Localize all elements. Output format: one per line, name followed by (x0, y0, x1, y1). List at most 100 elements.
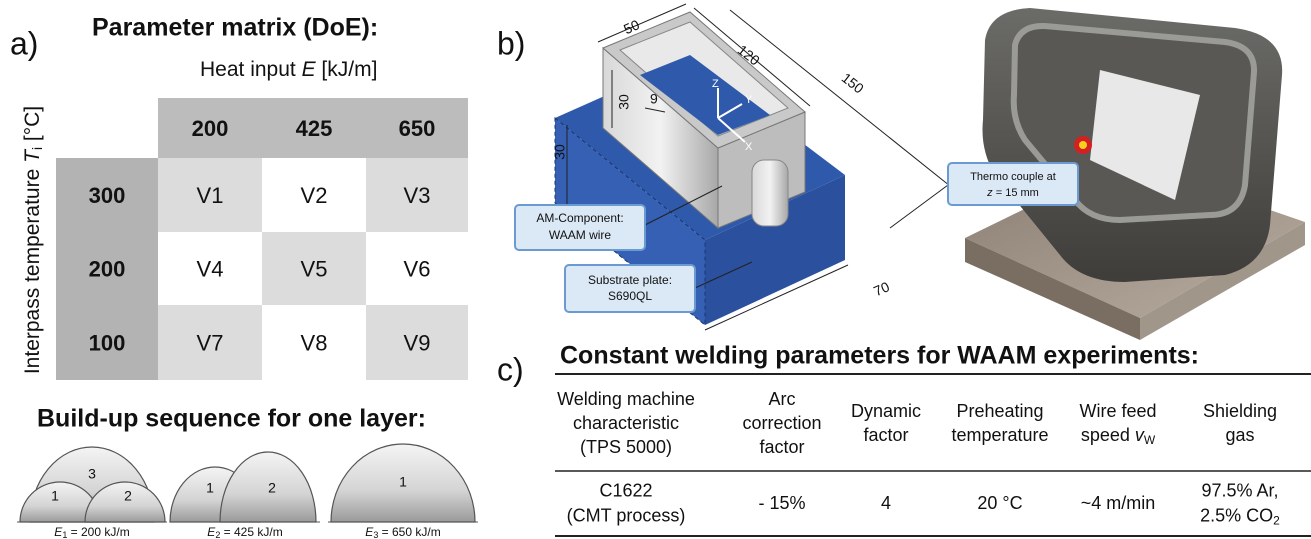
symbol: z (986, 187, 993, 199)
callout-box (514, 204, 646, 251)
buildup-title: Build-up sequence for one layer: (37, 405, 426, 433)
dimension: 50 (621, 16, 642, 37)
thermocouple-dot (1079, 141, 1087, 149)
cell (56, 98, 158, 158)
column-header: 425 (296, 116, 333, 141)
leader (694, 261, 753, 289)
cell-text: V2 (301, 183, 328, 208)
header-text: characteristic (573, 413, 679, 433)
bead-caption: E2 = 425 kJ/m (207, 525, 282, 539)
axis-label: Y (745, 94, 753, 106)
header-text: Shielding (1203, 401, 1277, 421)
symbol: E (365, 525, 374, 539)
dimension: 70 (871, 278, 892, 299)
header-text: Arc (769, 389, 796, 409)
dimension: 150 (839, 69, 867, 96)
cell (366, 232, 468, 305)
unit: [kJ/m] (316, 58, 378, 81)
bead-caption: E3 = 650 kJ/m (365, 525, 440, 539)
text: = 15 mm (993, 187, 1039, 199)
cell-text: V1 (197, 183, 224, 208)
cell (262, 158, 366, 232)
callout-text: AM-Component: (536, 211, 623, 225)
cell (158, 305, 262, 380)
header-cell (262, 98, 366, 158)
header-text: Dynamic (851, 401, 921, 421)
symbol: E (54, 525, 63, 539)
axis-arrow (717, 103, 743, 119)
header-cell (56, 305, 158, 380)
cell (158, 232, 262, 305)
panel-label: a) (10, 25, 38, 61)
panel-label: b) (497, 25, 525, 61)
dimension-line (644, 107, 666, 113)
callout-text: S690QL (608, 289, 652, 303)
dimension: 30 (552, 144, 568, 160)
bead-number: 1 (51, 488, 59, 504)
header-cell (366, 98, 468, 158)
cell-text: ~4 m/min (1081, 493, 1156, 513)
cell-text: C1622 (599, 480, 652, 500)
cell-text: 4 (881, 493, 891, 513)
bead-caption: E1 = 200 kJ/m (54, 525, 129, 539)
cell-text: - 15% (758, 493, 805, 513)
cell-text: 97.5% Ar, (1201, 480, 1278, 500)
subscript: 2 (1273, 514, 1280, 528)
dimension-line (597, 3, 687, 43)
dimension-line (704, 264, 849, 331)
header-text: Welding machine (557, 389, 695, 409)
header-text: gas (1225, 425, 1254, 445)
header-cell (56, 158, 158, 232)
row-axis-label: Interpass temperature Ti [°C] (21, 106, 45, 374)
cell (366, 158, 468, 232)
corner (751, 159, 789, 227)
header-text: factor (759, 437, 804, 457)
bead-number: 1 (206, 480, 214, 496)
dimension-line (693, 7, 811, 107)
subscript: 3 (373, 530, 378, 539)
text: Interpass temperature (21, 163, 44, 374)
symbol: E (302, 58, 317, 81)
table: Welding machine characteristic (TPS 5000) A… (557, 389, 1280, 528)
symbol: E (207, 525, 216, 539)
header-text: (TPS 5000) (580, 437, 672, 457)
cell-text: V3 (404, 183, 431, 208)
axis-label: X (745, 141, 753, 153)
text: = 200 kJ/m (67, 525, 129, 539)
cell-text: 20 °C (977, 493, 1022, 513)
text: = 425 kJ/m (220, 525, 282, 539)
cell-text: (CMT process) (567, 505, 686, 525)
callout-box (564, 264, 696, 313)
header-cell (56, 232, 158, 305)
dimension-line (729, 9, 956, 191)
bead-number: 2 (268, 480, 276, 496)
photo-plate (1140, 222, 1305, 340)
unit: [°C] (21, 106, 44, 147)
plate-edge (554, 116, 706, 327)
panel-label: c) (497, 351, 524, 387)
photo-insert (1090, 70, 1200, 200)
cell-text: 2.5% CO2 (1200, 505, 1280, 527)
dimension: 30 (616, 94, 632, 110)
bead-number: 2 (124, 488, 132, 504)
photo-plate (965, 238, 1140, 340)
plate-face (705, 175, 845, 325)
cell-text: V4 (197, 256, 224, 281)
bead-number: 1 (399, 474, 407, 490)
header-text: correction (742, 413, 821, 433)
subscript: 1 (62, 530, 67, 539)
row-header: 100 (89, 330, 126, 355)
text: = 650 kJ/m (378, 525, 440, 539)
cell-text: V5 (301, 256, 328, 281)
callout-text: z = 15 mm (986, 187, 1039, 199)
header-text: speed vW (1081, 425, 1156, 447)
floor (640, 55, 770, 135)
text: speed (1081, 425, 1135, 445)
cell-text: V9 (404, 330, 431, 355)
header-text: Preheating (956, 401, 1043, 421)
callout-box (947, 162, 1079, 206)
subscript: 2 (215, 530, 220, 539)
cell-text: V7 (197, 330, 224, 355)
